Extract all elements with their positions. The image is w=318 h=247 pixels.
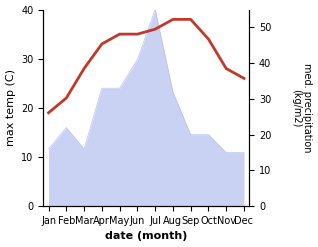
Y-axis label: med. precipitation
(kg/m2): med. precipitation (kg/m2) (291, 63, 313, 153)
X-axis label: date (month): date (month) (105, 231, 187, 242)
Y-axis label: max temp (C): max temp (C) (5, 69, 16, 146)
